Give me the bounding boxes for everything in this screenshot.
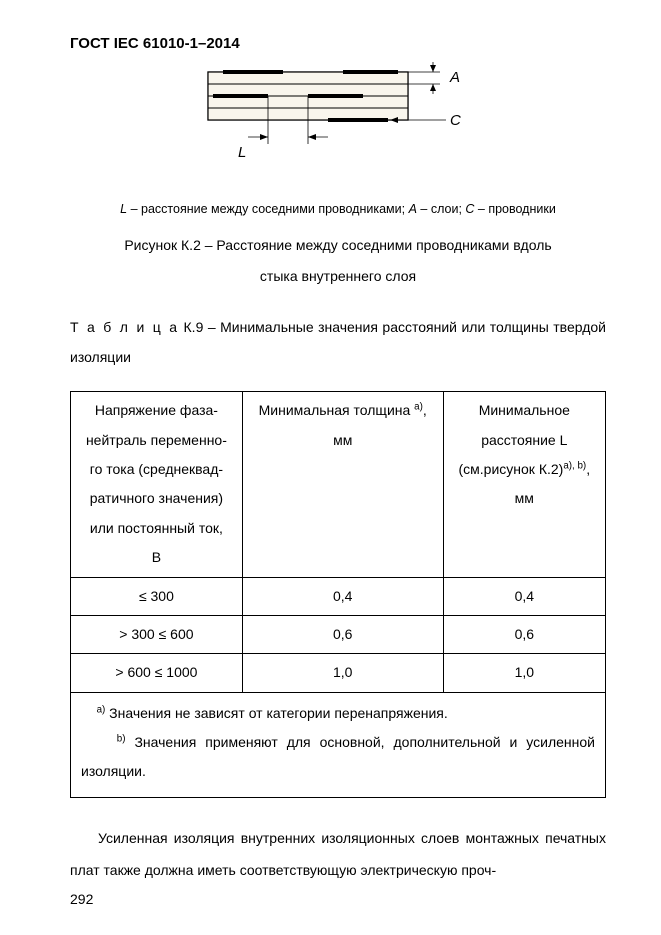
table-notes-row: a) Значения не зависят от категории пере… <box>71 692 606 797</box>
table-notes: a) Значения не зависят от категории пере… <box>71 692 606 797</box>
table-row: > 600 ≤ 1000 1,0 1,0 <box>71 654 606 692</box>
table-cell: 0,4 <box>242 577 443 615</box>
table-title: Т а б л и ц а К.9 – Минимальные значения… <box>70 312 606 374</box>
table-cell: 0,4 <box>443 577 605 615</box>
figure-caption: Рисунок К.2 – Расстояние между соседними… <box>70 230 606 292</box>
table-row: > 300 ≤ 600 0,6 0,6 <box>71 615 606 653</box>
figure-legend: L – расстояние между соседними проводник… <box>70 202 606 216</box>
figure-label-l: L <box>238 144 246 161</box>
table-header-row: Напряжение фаза- нейтраль переменно- го … <box>71 392 606 577</box>
table-head-col3: Минимальное расстояние L (см.рисунок К.2… <box>443 392 605 577</box>
figure-k2-svg: A C L <box>178 62 498 182</box>
page-number: 292 <box>70 891 93 907</box>
table-cell: 0,6 <box>242 615 443 653</box>
figure-label-c: C <box>450 112 461 129</box>
table-cell: > 600 ≤ 1000 <box>71 654 243 692</box>
figure-label-a: A <box>449 69 460 86</box>
doc-header: ГОСТ IEC 61010-1–2014 <box>70 35 606 52</box>
body-paragraph: Усиленная изоляция внутренних изоляционн… <box>70 822 606 886</box>
figure-k2: A C L <box>70 62 606 187</box>
table-head-col1: Напряжение фаза- нейтраль переменно- го … <box>71 392 243 577</box>
table-row: ≤ 300 0,4 0,4 <box>71 577 606 615</box>
table-cell: 0,6 <box>443 615 605 653</box>
table-cell: ≤ 300 <box>71 577 243 615</box>
table-cell: > 300 ≤ 600 <box>71 615 243 653</box>
table-cell: 1,0 <box>443 654 605 692</box>
table-cell: 1,0 <box>242 654 443 692</box>
table-head-col2: Минимальная толщина a), мм <box>242 392 443 577</box>
table-k9: Напряжение фаза- нейтраль переменно- го … <box>70 391 606 798</box>
